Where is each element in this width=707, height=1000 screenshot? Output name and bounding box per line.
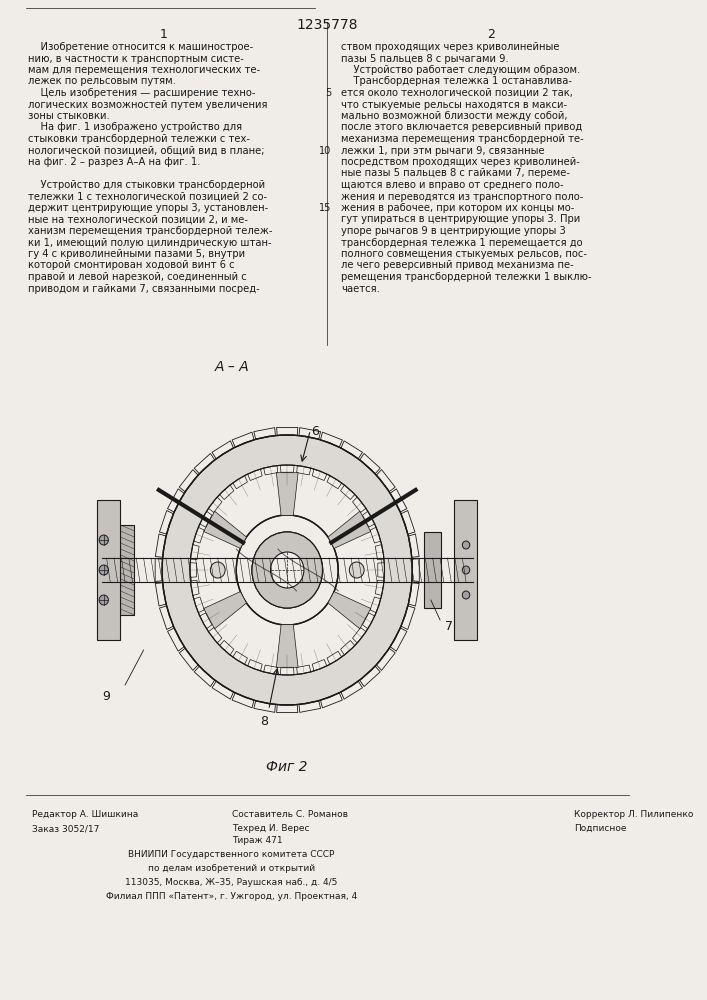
Text: щаются влево и вправо от среднего поло-: щаются влево и вправо от среднего поло-: [341, 180, 563, 190]
Text: гу 4 с криволинейными пазами 5, внутри: гу 4 с криволинейными пазами 5, внутри: [28, 249, 245, 259]
Text: полного совмещения стыкуемых рельсов, пос-: полного совмещения стыкуемых рельсов, по…: [341, 249, 587, 259]
Text: что стыкуемые рельсы находятся в макси-: что стыкуемые рельсы находятся в макси-: [341, 100, 567, 109]
Text: лежки 1, при этм рычаги 9, связанные: лежки 1, при этм рычаги 9, связанные: [341, 145, 544, 155]
Text: ремещения трансбордерной тележки 1 выклю-: ремещения трансбордерной тележки 1 выклю…: [341, 272, 592, 282]
Polygon shape: [328, 592, 370, 629]
Text: Изобретение относится к машинострое-: Изобретение относится к машинострое-: [28, 42, 253, 52]
Text: Филиал ППП «Патент», г. Ужгород, ул. Проектная, 4: Филиал ППП «Патент», г. Ужгород, ул. Про…: [106, 892, 357, 901]
Text: упоре рычагов 9 в центрирующие упоры 3: упоре рычагов 9 в центрирующие упоры 3: [341, 226, 566, 236]
Bar: [98, 500, 120, 640]
Text: Трансбордерная тележка 1 останавлива-: Трансбордерная тележка 1 останавлива-: [341, 77, 572, 87]
Text: ные пазы 5 пальцев 8 с гайками 7, переме-: ные пазы 5 пальцев 8 с гайками 7, переме…: [341, 168, 570, 178]
Text: чается.: чается.: [341, 284, 380, 294]
Text: зоны стыковки.: зоны стыковки.: [28, 111, 110, 121]
Polygon shape: [328, 511, 370, 548]
Text: Редактор А. Шишкина: Редактор А. Шишкина: [33, 810, 139, 819]
Text: Фиг 2: Фиг 2: [267, 760, 308, 774]
Text: 9: 9: [103, 690, 110, 703]
Text: нологической позицией, общий вид в плане;: нологической позицией, общий вид в плане…: [28, 145, 264, 155]
Circle shape: [210, 562, 225, 578]
Circle shape: [252, 532, 322, 608]
Text: 113035, Москва, Ж–35, Раушская наб., д. 4/5: 113035, Москва, Ж–35, Раушская наб., д. …: [125, 878, 338, 887]
Text: которой смонтирован ходовой винт 6 с: которой смонтирован ходовой винт 6 с: [28, 260, 235, 270]
Text: 10: 10: [320, 145, 332, 155]
Wedge shape: [162, 435, 412, 705]
Text: на фиг. 2 – разрез А–А на фиг. 1.: на фиг. 2 – разрез А–А на фиг. 1.: [28, 157, 200, 167]
Text: трансбордерная тележка 1 перемещается до: трансбордерная тележка 1 перемещается до: [341, 237, 583, 247]
Circle shape: [99, 535, 108, 545]
Text: 2: 2: [487, 28, 495, 41]
Text: На фиг. 1 изображено устройство для: На фиг. 1 изображено устройство для: [28, 122, 242, 132]
Text: 7: 7: [445, 620, 453, 633]
Text: механизма перемещения трансбордерной те-: механизма перемещения трансбордерной те-: [341, 134, 584, 144]
Text: тележки 1 с технологической позицией 2 со-: тележки 1 с технологической позицией 2 с…: [28, 192, 267, 202]
Text: пазы 5 пальцев 8 с рычагами 9.: пазы 5 пальцев 8 с рычагами 9.: [341, 53, 509, 64]
Polygon shape: [276, 473, 298, 515]
Text: по делам изобретений и открытий: по делам изобретений и открытий: [148, 864, 315, 873]
Text: 1235778: 1235778: [296, 18, 358, 32]
Polygon shape: [204, 511, 247, 548]
Text: ханизм перемещения трансбордерной тележ-: ханизм перемещения трансбордерной тележ-: [28, 226, 272, 236]
Polygon shape: [204, 592, 247, 629]
Text: приводом и гайками 7, связанными посред-: приводом и гайками 7, связанными посред-: [28, 284, 259, 294]
Text: жения в рабочее, при котором их концы мо-: жения в рабочее, при котором их концы мо…: [341, 203, 574, 213]
Text: 8: 8: [260, 715, 268, 728]
Text: Техред И. Верес: Техред И. Верес: [232, 824, 309, 833]
Text: ки 1, имеющий полую цилиндрическую штан-: ки 1, имеющий полую цилиндрическую штан-: [28, 237, 271, 247]
Text: посредством проходящих через криволиней-: посредством проходящих через криволиней-: [341, 157, 580, 167]
Text: жения и переводятся из транспортного поло-: жения и переводятся из транспортного пол…: [341, 192, 583, 202]
Text: ется около технологической позиции 2 так,: ется около технологической позиции 2 так…: [341, 88, 573, 98]
Circle shape: [462, 541, 469, 549]
Text: правой и левой нарезкой, соединенный с: правой и левой нарезкой, соединенный с: [28, 272, 247, 282]
Circle shape: [271, 552, 304, 588]
Text: Подписное: Подписное: [575, 824, 627, 833]
Bar: [424, 532, 441, 608]
Text: ные на технологической позиции 2, и ме-: ные на технологической позиции 2, и ме-: [28, 215, 247, 225]
Text: 6: 6: [311, 425, 319, 438]
Text: нию, в частности к транспортным систе-: нию, в частности к транспортным систе-: [28, 53, 244, 64]
Text: Устройство для стыковки трансбордерной: Устройство для стыковки трансбордерной: [28, 180, 265, 190]
Text: лежек по рельсовым путям.: лежек по рельсовым путям.: [28, 77, 175, 87]
Text: ВНИИПИ Государственного комитета СССР: ВНИИПИ Государственного комитета СССР: [129, 850, 335, 859]
Bar: [454, 500, 477, 640]
Text: Составитель С. Романов: Составитель С. Романов: [232, 810, 348, 819]
Text: Корректор Л. Пилипенко: Корректор Л. Пилипенко: [575, 810, 694, 819]
Text: держит центрирующие упоры 3, установлен-: держит центрирующие упоры 3, установлен-: [28, 203, 268, 213]
Circle shape: [462, 566, 469, 574]
Polygon shape: [276, 625, 298, 667]
Circle shape: [349, 562, 364, 578]
Bar: [120, 525, 134, 615]
Text: Устройство работает следующим образом.: Устройство работает следующим образом.: [341, 65, 580, 75]
Circle shape: [462, 591, 469, 599]
Text: логических возможностей путем увеличения: логических возможностей путем увеличения: [28, 100, 267, 109]
Text: 1: 1: [160, 28, 168, 41]
Text: стыковки трансбордерной тележки с тех-: стыковки трансбордерной тележки с тех-: [28, 134, 250, 144]
Text: Цель изобретения — расширение техно-: Цель изобретения — расширение техно-: [28, 88, 255, 98]
Circle shape: [99, 595, 108, 605]
Text: мально возможной близости между собой,: мально возможной близости между собой,: [341, 111, 568, 121]
Text: после этого включается реверсивный привод: после этого включается реверсивный приво…: [341, 122, 582, 132]
Circle shape: [99, 565, 108, 575]
Text: ством проходящих через криволинейные: ством проходящих через криволинейные: [341, 42, 559, 52]
Text: 15: 15: [320, 203, 332, 213]
Text: мам для перемещения технологических те-: мам для перемещения технологических те-: [28, 65, 260, 75]
Text: гут упираться в центрирующие упоры 3. При: гут упираться в центрирующие упоры 3. Пр…: [341, 215, 580, 225]
Text: Тираж 471: Тираж 471: [232, 836, 282, 845]
Text: ле чего реверсивный привод механизма пе-: ле чего реверсивный привод механизма пе-: [341, 260, 573, 270]
Text: 5: 5: [325, 88, 332, 98]
Text: Заказ 3052/17: Заказ 3052/17: [33, 824, 100, 833]
Text: А – А: А – А: [214, 360, 249, 374]
